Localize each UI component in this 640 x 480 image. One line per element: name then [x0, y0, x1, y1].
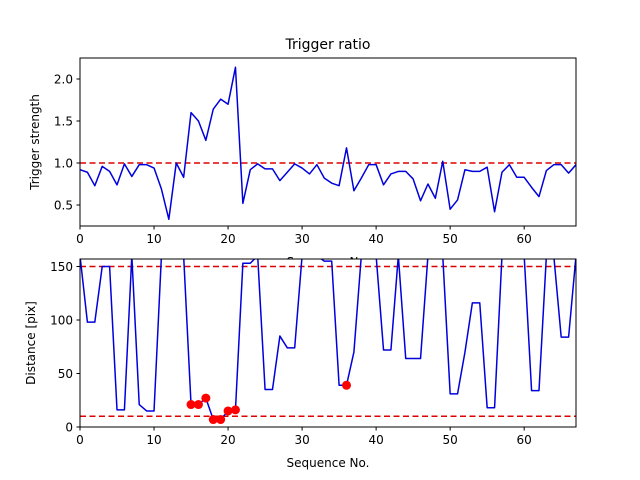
x-tick-label: 0	[76, 433, 84, 447]
plot-frame	[79, 57, 577, 227]
trigger-ratio-chart: Trigger ratio 0 10 20 30 40 50 60 0.5 1.0 1.5 2.0…	[28, 37, 577, 269]
highlight-point-4	[208, 415, 218, 425]
x-tick-label: 40	[368, 232, 383, 246]
x-tick-label: 30	[294, 232, 309, 246]
highlight-point-7	[230, 405, 240, 415]
highlight-points	[186, 380, 352, 425]
y-tick-label: 2.0	[54, 72, 73, 86]
highlight-point-5	[216, 415, 226, 425]
highlight-point-3	[201, 393, 211, 403]
x-tick-label: 50	[443, 433, 458, 447]
x-tick-label: 0	[76, 232, 84, 246]
highlight-point-6	[223, 406, 233, 416]
y-axis-label: Trigger strength	[28, 94, 42, 191]
chart-title: Trigger ratio	[284, 37, 370, 53]
plot-area	[80, 259, 576, 425]
x-axis: 0 10 20 30 40 50 60	[76, 427, 532, 447]
y-axis: 0 50 100 150	[50, 260, 80, 434]
series-line	[80, 259, 576, 421]
y-tick-label: 1.0	[54, 156, 73, 170]
y-tick-label: 0	[65, 420, 73, 434]
plot-area	[80, 66, 576, 221]
x-tick-label: 60	[517, 433, 532, 447]
y-tick-label: 50	[58, 367, 73, 381]
plot-frame	[79, 258, 577, 428]
y-tick-label: 150	[50, 260, 73, 274]
x-tick-label: 50	[443, 232, 458, 246]
distance-chart: 0 10 20 30 40 50 60 0 50 100 150 Sequence No. Dis…	[24, 258, 577, 470]
x-tick-label: 10	[146, 232, 161, 246]
x-axis: 0 10 20 30 40 50 60	[76, 226, 532, 246]
plot-background	[80, 259, 576, 427]
y-tick-label: 100	[50, 313, 73, 327]
y-axis-label: Distance [pix]	[24, 301, 38, 385]
x-tick-label: 10	[146, 433, 161, 447]
x-tick-label: 40	[368, 433, 383, 447]
x-tick-label: 60	[517, 232, 532, 246]
x-tick-label: 30	[294, 433, 309, 447]
highlight-point-1	[186, 400, 196, 410]
x-axis-label: Sequence No.	[287, 456, 370, 470]
highlight-point-8	[342, 380, 352, 390]
highlight-point-2	[193, 400, 203, 410]
x-tick-label: 20	[220, 433, 235, 447]
series-line	[80, 66, 576, 221]
y-tick-label: 0.5	[54, 198, 73, 212]
y-tick-label: 1.5	[54, 114, 73, 128]
y-axis: 0.5 1.0 1.5 2.0	[54, 72, 80, 212]
x-tick-label: 20	[220, 232, 235, 246]
